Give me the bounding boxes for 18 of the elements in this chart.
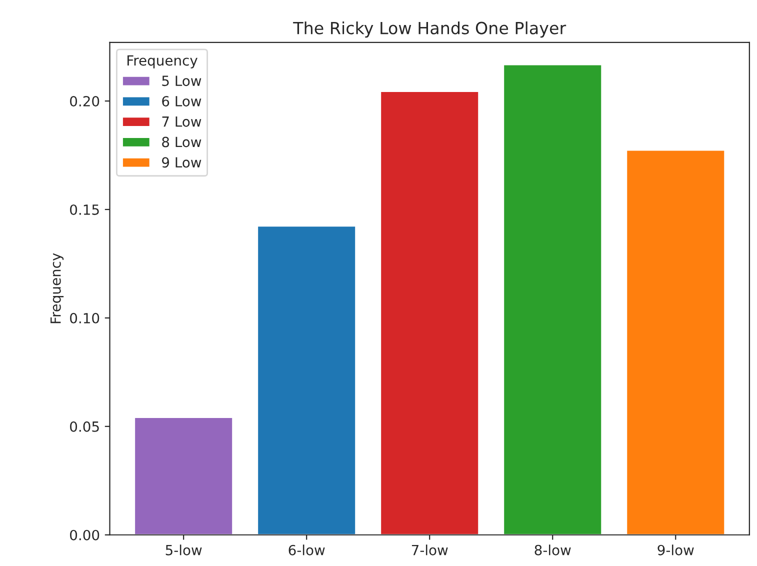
legend-label: 6 Low — [162, 96, 202, 106]
legend-title: Frequency — [128, 55, 198, 68]
x-tick-label: 6-low — [288, 544, 325, 556]
x-tick-label: 8-low — [534, 544, 571, 556]
x-tick-label: 9-low — [658, 544, 694, 556]
y-tick-label: 0.00 — [70, 530, 100, 540]
legend-label: 8 Low — [162, 136, 202, 148]
y-tick-label: 0.15 — [70, 204, 99, 215]
x-tick-label: 7-low — [412, 544, 448, 556]
chart-title: The Ricky Low Hands One Player — [293, 21, 566, 38]
legend-label: 7 Low — [162, 116, 202, 127]
legend-label: 5 Low — [162, 76, 202, 86]
y-axis-title: Frequency — [50, 253, 64, 324]
x-tick-label: 5-low — [166, 544, 202, 556]
y-tick-label: 0.20 — [70, 96, 100, 106]
legend-label: 9 Low — [162, 157, 202, 168]
y-tick-label: 0.10 — [70, 312, 100, 324]
y-tick-label: 0.05 — [70, 421, 99, 432]
